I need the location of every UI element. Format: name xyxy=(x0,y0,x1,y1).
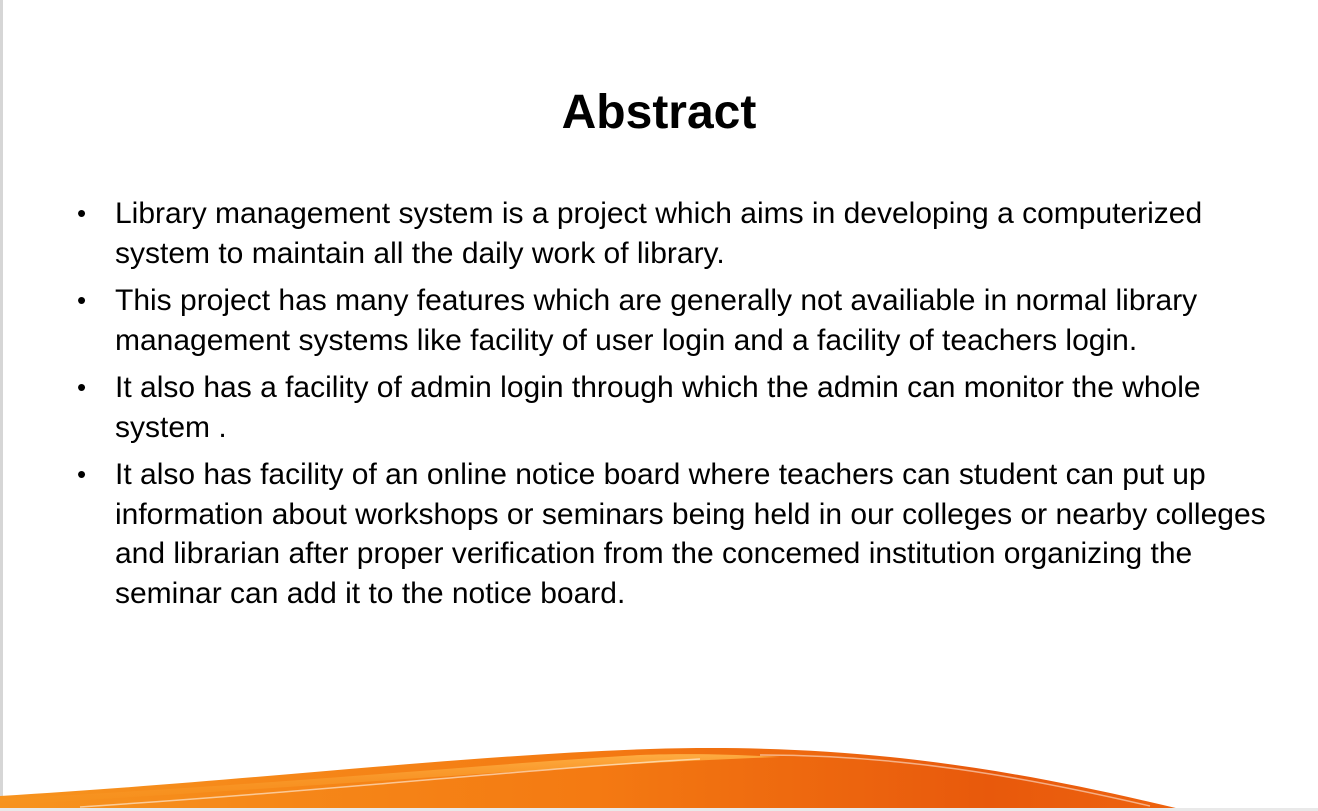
bullet-item: • Library management system is a project… xyxy=(75,194,1275,273)
bullet-text: This project has many features which are… xyxy=(115,284,1198,357)
bullet-marker: • xyxy=(77,285,87,315)
wave-streak xyxy=(79,758,701,808)
bullet-list: • Library management system is a project… xyxy=(75,194,1275,621)
bullet-marker: • xyxy=(77,459,87,489)
bullet-item: • It also has a facility of admin login … xyxy=(75,368,1275,447)
wave-streak xyxy=(759,754,1151,807)
bullet-text: Library management system is a project w… xyxy=(115,197,1203,270)
bullet-item: • It also has facility of an online noti… xyxy=(75,455,1275,613)
orange-wave-decoration xyxy=(0,748,1318,811)
slide-left-border xyxy=(0,0,3,811)
bullet-marker: • xyxy=(77,372,87,402)
bullet-marker: • xyxy=(77,198,87,228)
bullet-text: It also has a facility of admin login th… xyxy=(115,371,1201,444)
slide-title: Abstract xyxy=(561,86,757,139)
wave-band-main xyxy=(0,748,1318,811)
wave-bottom-line xyxy=(0,808,1318,811)
bullet-text: It also has facility of an online notice… xyxy=(115,458,1266,610)
bullet-item: • This project has many features which a… xyxy=(75,281,1275,360)
